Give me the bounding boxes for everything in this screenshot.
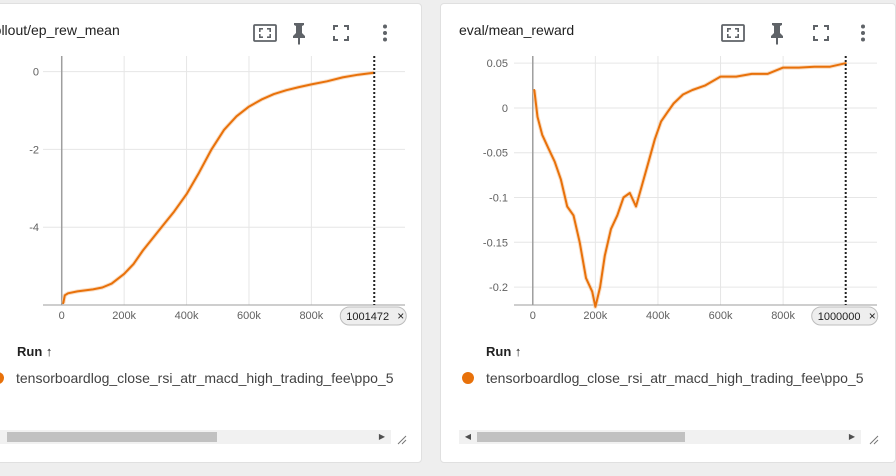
pin-icon[interactable] — [763, 19, 791, 47]
fullscreen-icon[interactable] — [807, 19, 835, 47]
pin-icon[interactable] — [285, 19, 313, 47]
resize-handle-icon[interactable] — [395, 432, 407, 445]
x-tick-label: 600k — [237, 310, 261, 322]
x-tick-label: 0 — [530, 310, 536, 322]
step-badge-close-icon[interactable]: × — [397, 309, 404, 323]
series-raw-line — [61, 70, 375, 304]
step-badge[interactable]: 1001472 × — [339, 306, 407, 326]
run-name: tensorboardlog_close_rsi_atr_macd_high_t… — [486, 370, 864, 386]
x-tick-label: 400k — [175, 310, 199, 322]
line-chart[interactable]: 0 -2 -4 0 200k 400k 600k 800k 1001472 × — [0, 56, 422, 334]
chart-ep-rew-mean[interactable]: 0 -2 -4 0 200k 400k 600k 800k 1001472 × — [0, 56, 422, 339]
fullscreen-icon[interactable] — [327, 19, 355, 47]
y-tick-label: -0.2 — [489, 282, 508, 294]
card-title: eval/mean_reward — [459, 22, 575, 38]
y-tick-label: -4 — [29, 222, 39, 234]
step-badge-value: 1000000 — [818, 311, 861, 323]
step-badge-value: 1001472 — [346, 311, 389, 323]
scrollbar-thumb[interactable] — [477, 432, 685, 442]
y-tick-label: 0 — [502, 103, 508, 115]
line-chart[interactable]: 0.05 0 -0.05 -0.1 -0.15 -0.2 0 200k 400k 600k 800k… — [441, 56, 896, 334]
x-tick-label: 0 — [59, 310, 65, 322]
series-line — [62, 71, 375, 305]
run-color-dot — [462, 372, 474, 384]
card-toolbar — [251, 19, 421, 47]
fit-domain-icon[interactable] — [251, 19, 279, 47]
run-column-header[interactable]: Run ↑ — [17, 344, 53, 359]
series-line — [533, 62, 847, 308]
y-tick-label: -2 — [29, 144, 39, 156]
scalar-card-eval-mean-reward: eval/mean_reward 0.05 0 -0.05 -0.1 -0.15 -0.2… — [440, 3, 896, 463]
y-tick-label: 0.05 — [487, 58, 508, 70]
run-legend-row[interactable]: tensorboardlog_close_rsi_atr_macd_high_t… — [462, 370, 864, 390]
y-tick-label: 0 — [33, 67, 39, 79]
x-tick-label: 600k — [709, 310, 733, 322]
run-name: tensorboardlog_close_rsi_atr_macd_high_t… — [16, 370, 394, 386]
run-color-dot — [0, 372, 4, 384]
step-badge-bg — [811, 306, 879, 326]
step-badge-bg — [339, 306, 407, 326]
resize-handle-icon[interactable] — [867, 432, 879, 445]
horizontal-scrollbar[interactable]: ◀ ▶ — [459, 430, 861, 444]
step-badge-close-icon[interactable]: × — [869, 309, 876, 323]
x-tick-label: 200k — [583, 310, 607, 322]
y-tick-label: -0.1 — [489, 193, 508, 205]
card-toolbar — [719, 19, 889, 47]
chart-eval-mean-reward[interactable]: 0.05 0 -0.05 -0.1 -0.15 -0.2 0 200k 400k 600k 800k… — [441, 56, 896, 339]
scalar-card-ep-rew-mean: rollout/ep_rew_mean 0 -2 -4 0 200k 400k 600k 80… — [0, 3, 422, 463]
scroll-right-arrow[interactable]: ▶ — [848, 432, 856, 441]
x-tick-label: 200k — [112, 310, 136, 322]
scrollbar-thumb[interactable] — [7, 432, 217, 442]
y-tick-label: -0.15 — [483, 237, 508, 249]
more-vert-icon[interactable] — [849, 19, 877, 47]
card-title: rollout/ep_rew_mean — [0, 22, 120, 38]
step-badge[interactable]: 1000000 × — [811, 306, 879, 326]
horizontal-scrollbar[interactable]: ▶ — [0, 430, 391, 444]
scroll-left-arrow[interactable]: ◀ — [464, 432, 472, 441]
y-tick-label: -0.05 — [483, 148, 508, 160]
x-tick-label: 800k — [771, 310, 795, 322]
scroll-right-arrow[interactable]: ▶ — [378, 432, 386, 441]
x-tick-label: 800k — [299, 310, 323, 322]
x-tick-label: 400k — [646, 310, 670, 322]
series-raw-line — [532, 61, 847, 309]
fit-domain-icon[interactable] — [719, 19, 747, 47]
run-column-header[interactable]: Run ↑ — [486, 344, 522, 359]
run-legend-row[interactable]: tensorboardlog_close_rsi_atr_macd_high_t… — [0, 370, 394, 390]
more-vert-icon[interactable] — [371, 19, 399, 47]
